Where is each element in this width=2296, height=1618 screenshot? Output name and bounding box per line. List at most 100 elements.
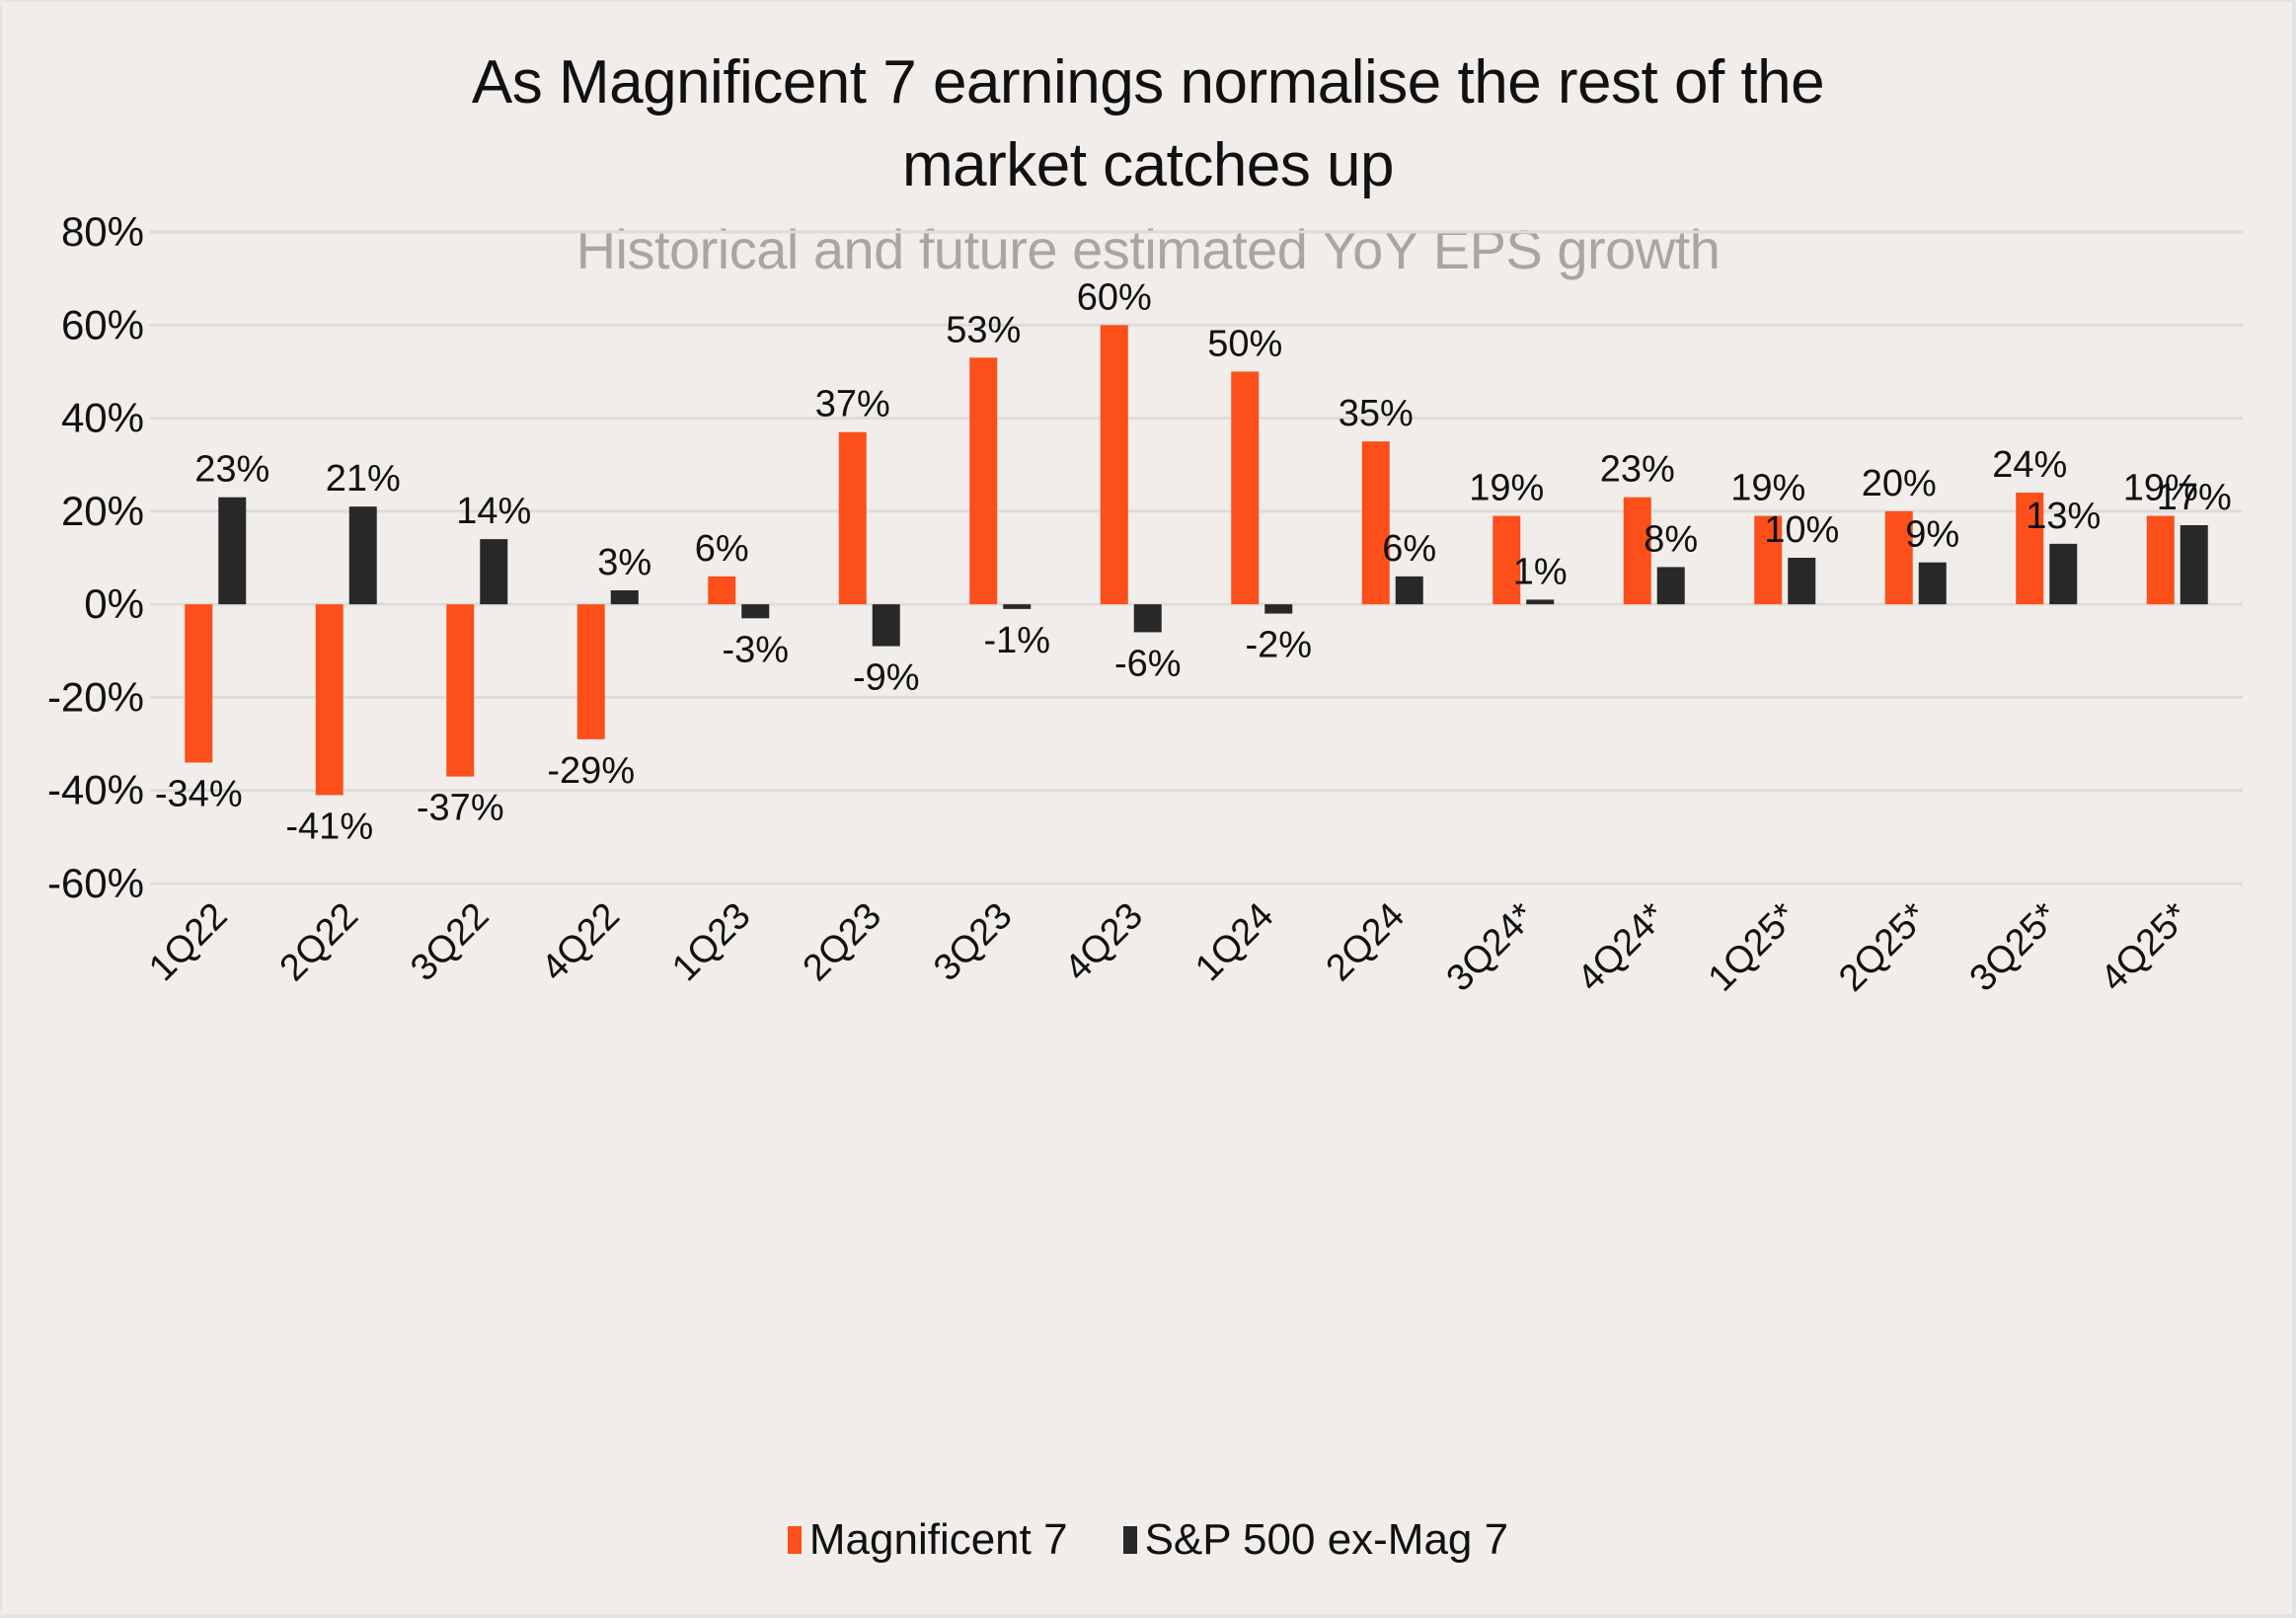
data-label-magnificent-7: 23% — [1600, 449, 1675, 491]
data-label-sp500-ex-mag7: 13% — [2026, 496, 2101, 537]
bar-magnificent-7 — [185, 604, 213, 763]
data-label-magnificent-7: 19% — [1469, 468, 1544, 509]
data-label-magnificent-7: 20% — [1862, 463, 1937, 504]
data-label-sp500-ex-mag7: 3% — [597, 542, 651, 583]
bar-magnificent-7 — [2016, 493, 2044, 605]
y-tick-label: 0% — [84, 580, 144, 627]
legend-item-magnificent-7[interactable]: Magnificent 7 — [787, 1515, 1068, 1565]
bar-sp500-ex-mag7 — [872, 604, 900, 647]
data-label-sp500-ex-mag7: -6% — [1114, 643, 1182, 684]
legend-swatch-magnificent-7 — [787, 1526, 802, 1554]
bar-sp500-ex-mag7 — [1264, 604, 1293, 614]
bar-sp500-ex-mag7 — [1133, 604, 1162, 633]
bar-magnificent-7 — [838, 431, 867, 605]
data-label-sp500-ex-mag7: -1% — [983, 620, 1050, 661]
y-tick-label: -60% — [47, 860, 144, 906]
data-label-sp500-ex-mag7: -9% — [853, 657, 920, 699]
data-label-magnificent-7: 60% — [1077, 276, 1152, 318]
bar-magnificent-7 — [1754, 515, 1783, 605]
bar-sp500-ex-mag7 — [1003, 604, 1032, 609]
bar-magnificent-7 — [708, 576, 736, 605]
data-label-sp500-ex-mag7: 8% — [1644, 518, 1698, 560]
bar-magnificent-7 — [576, 604, 605, 739]
bar-sp500-ex-mag7 — [2049, 543, 2078, 605]
x-tick-label: 3Q23 — [926, 895, 1020, 989]
y-tick-label: -40% — [47, 767, 144, 813]
x-tick-label: 4Q25* — [2093, 895, 2197, 1000]
data-label-sp500-ex-mag7: 9% — [1905, 514, 1959, 556]
y-tick-label: -20% — [47, 673, 144, 720]
data-label-magnificent-7: 37% — [815, 384, 890, 425]
legend-item-sp500-ex-mag7[interactable]: S&P 500 ex-Mag 7 — [1122, 1515, 1509, 1565]
bar-sp500-ex-mag7 — [610, 590, 639, 605]
data-label-sp500-ex-mag7: 21% — [326, 458, 401, 500]
data-label-magnificent-7: 6% — [695, 528, 749, 570]
data-label-magnificent-7: 53% — [946, 309, 1021, 350]
legend-label-magnificent-7: Magnificent 7 — [808, 1515, 1068, 1564]
data-label-sp500-ex-mag7: 6% — [1382, 528, 1436, 570]
data-label-magnificent-7: 50% — [1207, 323, 1282, 364]
data-label-magnificent-7: 35% — [1339, 393, 1414, 434]
bar-sp500-ex-mag7 — [1656, 567, 1685, 605]
x-tick-label: 3Q24* — [1439, 895, 1544, 1000]
data-label-sp500-ex-mag7: -2% — [1245, 625, 1312, 666]
chart-subtitle: Historical and future estimated YoY EPS … — [575, 218, 1721, 280]
bar-magnificent-7 — [315, 604, 344, 796]
bar-sp500-ex-mag7 — [1395, 576, 1423, 605]
bar-sp500-ex-mag7 — [348, 506, 377, 605]
data-label-sp500-ex-mag7: -3% — [722, 629, 789, 670]
x-axis-labels: 1Q22 2Q22 3Q22 4Q22 1Q23 2Q23 3Q23 4Q23 1Q24 2Q24… — [141, 895, 2197, 1000]
chart-title-line-2: market catches up — [901, 131, 1395, 199]
data-label-sp500-ex-mag7: 1% — [1513, 551, 1568, 592]
bar-magnificent-7 — [1623, 497, 1651, 605]
x-tick-label: 3Q25* — [1962, 895, 2067, 1000]
bar-sp500-ex-mag7 — [1918, 562, 1947, 605]
x-tick-label: 3Q22 — [403, 895, 497, 989]
data-label-sp500-ex-mag7: 10% — [1764, 509, 1839, 551]
bar-magnificent-7 — [1361, 441, 1390, 605]
bar-sp500-ex-mag7 — [480, 539, 508, 605]
x-tick-label: 1Q23 — [664, 895, 758, 989]
chart-title: As Magnificent 7 earnings normalise the … — [0, 41, 2296, 207]
bar-magnificent-7 — [1884, 510, 1913, 605]
data-labels: -34% 23% -41% 21% -37% 14% -29% 3% 6% -3% 37% -9% 53… — [155, 276, 2232, 847]
chart-title-line-1: As Magnificent 7 earnings normalise the … — [471, 48, 1825, 116]
data-label-sp500-ex-mag7: 14% — [456, 491, 531, 532]
x-tick-label: 1Q25* — [1701, 895, 1805, 1000]
data-label-magnificent-7: -34% — [155, 773, 243, 814]
y-tick-label: 80% — [61, 208, 144, 255]
y-tick-label: 40% — [61, 395, 144, 441]
data-label-magnificent-7: 24% — [1992, 444, 2067, 486]
data-label-sp500-ex-mag7: 23% — [194, 449, 269, 491]
bar-magnificent-7 — [2146, 515, 2175, 605]
bar-sp500-ex-mag7 — [1526, 599, 1555, 605]
bar-sp500-ex-mag7 — [218, 497, 247, 605]
legend-swatch-sp500-ex-mag7 — [1122, 1526, 1137, 1554]
x-tick-label: 4Q24* — [1569, 895, 1674, 1000]
bar-sp500-ex-mag7 — [1788, 558, 1816, 605]
bar-sp500-ex-mag7 — [2180, 525, 2208, 605]
bar-magnificent-7 — [1100, 325, 1128, 605]
x-tick-label: 1Q24 — [1187, 895, 1281, 989]
legend-label-sp500-ex-mag7: S&P 500 ex-Mag 7 — [1144, 1515, 1509, 1564]
bar-sp500-ex-mag7 — [741, 604, 770, 619]
data-label-magnificent-7: -41% — [285, 806, 373, 847]
bar-magnificent-7 — [969, 357, 998, 605]
x-tick-label: 2Q24 — [1319, 895, 1413, 989]
bar-magnificent-7 — [1231, 371, 1260, 605]
x-tick-label: 4Q23 — [1057, 895, 1151, 989]
x-tick-label: 2Q22 — [272, 895, 366, 989]
x-tick-label: 2Q23 — [796, 895, 889, 989]
bar-magnificent-7 — [1492, 515, 1521, 605]
gridlines — [150, 230, 2243, 886]
data-label-magnificent-7: 19% — [2123, 468, 2198, 509]
bars — [185, 325, 2208, 796]
data-label-sp500-ex-mag7: 17% — [2157, 477, 2232, 518]
bar-magnificent-7 — [446, 604, 475, 777]
x-tick-label: 2Q25* — [1831, 895, 1936, 1000]
x-tick-label: 4Q22 — [534, 895, 628, 989]
data-label-magnificent-7: -37% — [417, 788, 504, 829]
data-label-magnificent-7: 19% — [1730, 468, 1805, 509]
